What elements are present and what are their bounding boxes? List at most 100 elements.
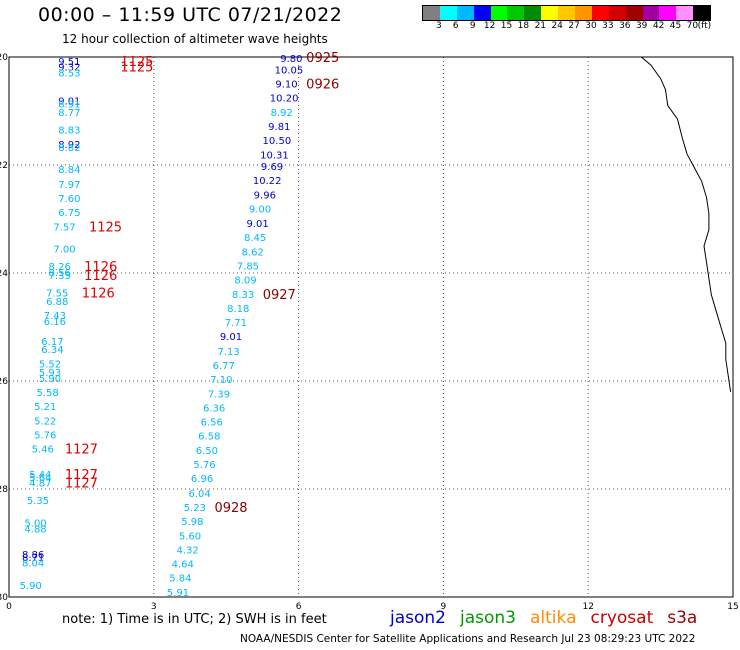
legend-entry-jason3: jason3	[460, 608, 516, 628]
pass-time-label: 1126	[84, 269, 117, 284]
wave-height-point: 7.71	[225, 318, 247, 329]
legend-entry-s3a: s3a	[667, 608, 698, 628]
color-scale-label: 70	[686, 21, 699, 31]
wave-height-point: 10.31	[260, 151, 289, 162]
wave-height-point: 10.50	[263, 136, 292, 147]
pass-time-label: 0925	[306, 51, 339, 66]
wave-height-point: 6.17	[41, 337, 63, 348]
color-scale-label: 3	[436, 21, 442, 31]
y-tick-label: 30	[0, 593, 8, 603]
wave-height-point: 6.34	[41, 345, 63, 356]
color-scale-label: 6	[452, 21, 459, 31]
color-swatch	[423, 6, 440, 20]
y-tick-label: 28	[0, 485, 8, 495]
wave-height-point: 8.53	[58, 69, 80, 80]
wave-height-point: 4.87	[29, 479, 51, 490]
note-text: note: 1) Time is in UTC; 2) SWH is in fe…	[62, 612, 327, 627]
wave-height-point: 5.52	[39, 360, 61, 371]
color-scale-label: 27	[568, 21, 580, 31]
color-scale-label: 39	[635, 21, 648, 31]
wave-height-point: 5.35	[27, 496, 49, 507]
wave-height-point: 10.22	[253, 176, 282, 187]
x-tick-label: 6	[296, 602, 302, 610]
wave-height-point: 6.16	[44, 317, 66, 328]
wave-height-point: 8.18	[227, 304, 249, 315]
wave-height-point: 5.58	[36, 388, 58, 399]
wave-height-point: 8.71	[22, 553, 44, 564]
pass-time-label: 1125	[120, 55, 153, 70]
color-swatch	[693, 6, 711, 20]
coastline	[640, 56, 732, 392]
chart-subtitle: 12 hour collection of altimeter wave hei…	[62, 32, 328, 46]
y-tick-label: 26	[0, 377, 8, 387]
x-tick-label: 3	[151, 602, 157, 610]
wave-height-point: 6.88	[46, 297, 68, 308]
color-swatch	[490, 6, 508, 20]
wave-height-point: 7.35	[49, 271, 71, 282]
credit-line: NOAA/NESDIS Center for Satellite Applica…	[240, 633, 696, 645]
color-scale-label: 42	[652, 21, 665, 31]
wave-height-point: 6.56	[201, 418, 223, 429]
wave-height-point: 7.43	[44, 311, 66, 322]
color-swatch	[541, 6, 559, 20]
x-tick-label: 12	[582, 602, 593, 610]
color-swatch	[473, 6, 491, 20]
wave-height-point: 6.36	[203, 403, 225, 414]
wave-height-point: 10.05	[275, 65, 304, 76]
wave-height-point: 8.86	[22, 550, 44, 561]
wave-height-point: 5.76	[193, 460, 215, 471]
satellite-legend: jason2 jason3 altika cryosat s3a	[390, 608, 711, 628]
wave-height-point: 9.80	[280, 54, 302, 65]
color-scale-label: 12	[483, 21, 496, 31]
wave-height-point: 4.88	[24, 524, 46, 535]
wave-height-point: 7.85	[237, 261, 259, 272]
wave-height-point: 9.96	[254, 191, 276, 202]
wave-height-point: 5.00	[24, 518, 46, 529]
y-tick-label: 22	[0, 161, 8, 171]
wave-height-point: 8.92	[58, 140, 80, 151]
wave-height-point: 4.32	[176, 545, 198, 556]
wave-height-point: 9.69	[261, 162, 283, 173]
pass-time-label: 1126	[84, 260, 117, 275]
wave-height-point: 9.01	[220, 332, 242, 343]
wave-height-point: 6.50	[196, 446, 218, 457]
color-scale-bar	[422, 5, 712, 21]
color-scale-label: 9	[469, 21, 476, 31]
wave-height-point: 8.83	[58, 125, 80, 136]
wave-height-point: 6.58	[198, 432, 220, 443]
wave-height-point: 7.97	[58, 180, 80, 191]
wave-height-point: 4.05	[17, 601, 39, 610]
wave-height-values: 9.519.328.539.018.918.778.838.928.828.84…	[17, 51, 340, 610]
color-scale-label: 36	[619, 21, 631, 31]
wave-height-point: 5.84	[169, 574, 191, 585]
wave-height-point: 5.76	[34, 430, 56, 441]
y-tick-label: 24	[0, 269, 8, 279]
wave-height-point: 6.96	[191, 474, 213, 485]
pass-time-label: 1127	[65, 468, 98, 483]
wave-height-point: 8.56	[49, 268, 71, 279]
wave-height-plot: 036912152022242628309.519.328.539.018.91…	[0, 51, 739, 610]
wave-height-point: 8.77	[58, 108, 80, 119]
wave-height-point: 8.26	[49, 262, 71, 273]
pass-time-label: 0926	[306, 77, 339, 92]
wave-height-point: 5.91	[167, 588, 189, 599]
color-scale-label: 30	[585, 21, 597, 31]
pass-time-label: 1125	[89, 221, 122, 236]
color-scale-label: 21	[534, 21, 547, 31]
wave-height-point: 5.21	[34, 402, 56, 413]
wave-height-point: 5.44	[29, 470, 51, 481]
chart-title: 00:00 – 11:59 UTC 07/21/2022	[38, 4, 343, 26]
color-swatch	[625, 6, 643, 20]
wave-height-point: 9.32	[58, 63, 80, 74]
wave-height-point: 9.51	[58, 57, 80, 68]
color-scale-label: 24	[551, 21, 563, 31]
x-tick-label: 0	[6, 602, 12, 610]
wave-height-point: 9.00	[249, 205, 271, 216]
color-swatch	[591, 6, 609, 20]
wave-height-point: 8.84	[58, 165, 80, 176]
y-tick-label: 20	[0, 53, 8, 63]
color-scale-label: 15	[500, 21, 513, 31]
legend-entry-altika: altika	[530, 608, 577, 628]
wave-height-point: 6.04	[189, 489, 211, 500]
plot-frame	[8, 56, 734, 598]
